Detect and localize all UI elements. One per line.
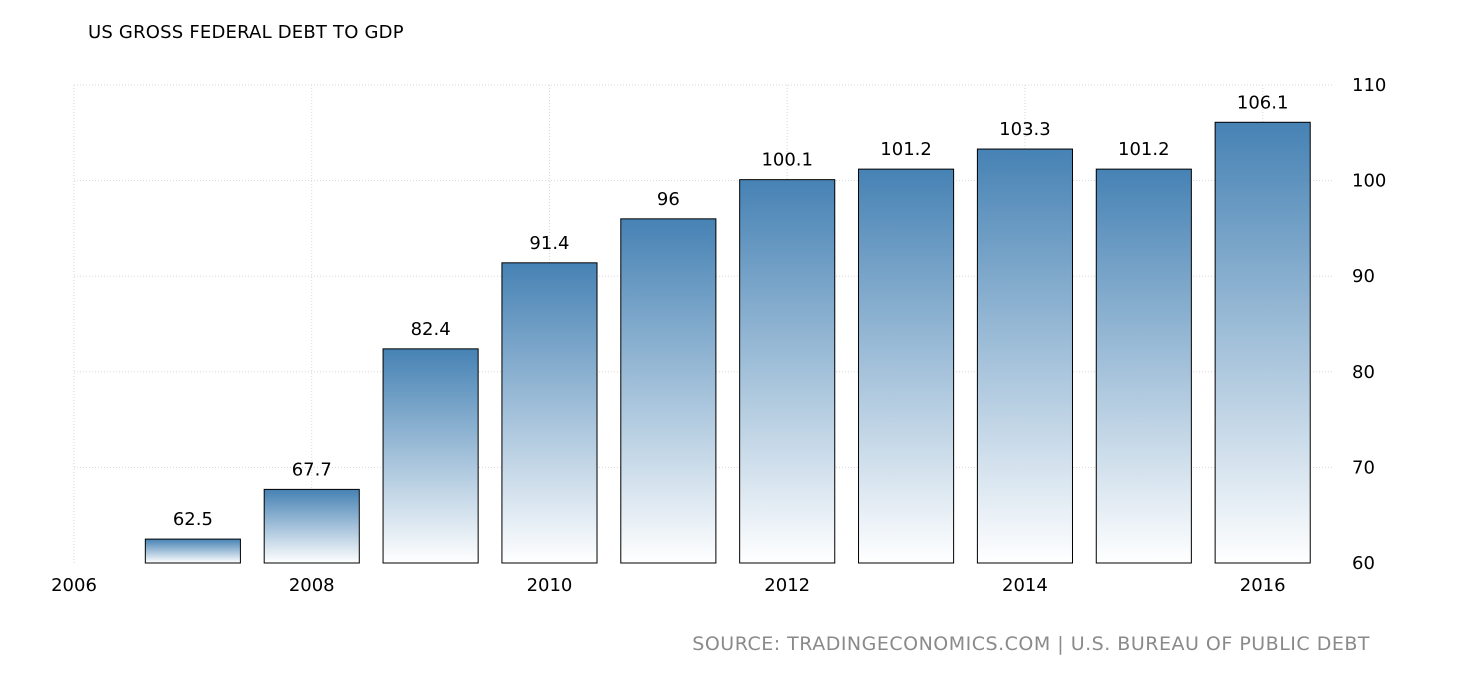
y-axis: 60 70 80 90 100 110: [1352, 75, 1386, 574]
bar-2009: [382, 348, 479, 564]
data-label-2014: 103.3: [999, 119, 1051, 140]
y-tick-label: 90: [1352, 266, 1375, 287]
bar-2011: [620, 218, 717, 564]
data-label-2010: 91.4: [529, 233, 569, 254]
bar-2007: [144, 538, 241, 564]
y-tick-label: 100: [1352, 171, 1386, 192]
data-label-2015: 101.2: [1118, 139, 1170, 160]
source-note: SOURCE: TRADINGECONOMICS.COM | U.S. BURE…: [692, 633, 1370, 655]
x-tick-label: 2016: [1240, 575, 1286, 596]
y-tick-label: 80: [1352, 362, 1375, 383]
bar-2012: [739, 179, 836, 564]
data-labels: 62.5 67.7 82.4 91.4 96 100.1 101.2 103.3 101.2 10…: [173, 92, 1289, 530]
data-label-2012: 100.1: [761, 150, 813, 171]
bars: [144, 121, 1311, 564]
x-tick-label: 2010: [527, 575, 573, 596]
data-label-2016: 106.1: [1237, 92, 1289, 113]
chart-title: US GROSS FEDERAL DEBT TO GDP: [88, 22, 404, 43]
y-tick-label: 70: [1352, 457, 1375, 478]
data-label-2007: 62.5: [173, 509, 213, 530]
x-tick-label: 2012: [764, 575, 810, 596]
data-label-2011: 96: [657, 189, 680, 210]
x-tick-label: 2014: [1002, 575, 1048, 596]
y-tick-label: 110: [1352, 75, 1386, 96]
bar-2016: [1214, 121, 1311, 564]
bar-2010: [501, 262, 598, 564]
bar-2014: [976, 148, 1073, 564]
x-tick-label: 2006: [51, 575, 97, 596]
bar-2013: [858, 168, 955, 564]
x-axis: 2006 2008 2010 2012 2014 2016: [51, 575, 1285, 596]
bar-2008: [263, 488, 360, 564]
x-tick-label: 2008: [289, 575, 335, 596]
bar-2015: [1095, 168, 1192, 564]
y-tick-label: 60: [1352, 553, 1375, 574]
data-label-2013: 101.2: [880, 139, 932, 160]
data-label-2008: 67.7: [292, 459, 332, 480]
data-label-2009: 82.4: [411, 319, 451, 340]
